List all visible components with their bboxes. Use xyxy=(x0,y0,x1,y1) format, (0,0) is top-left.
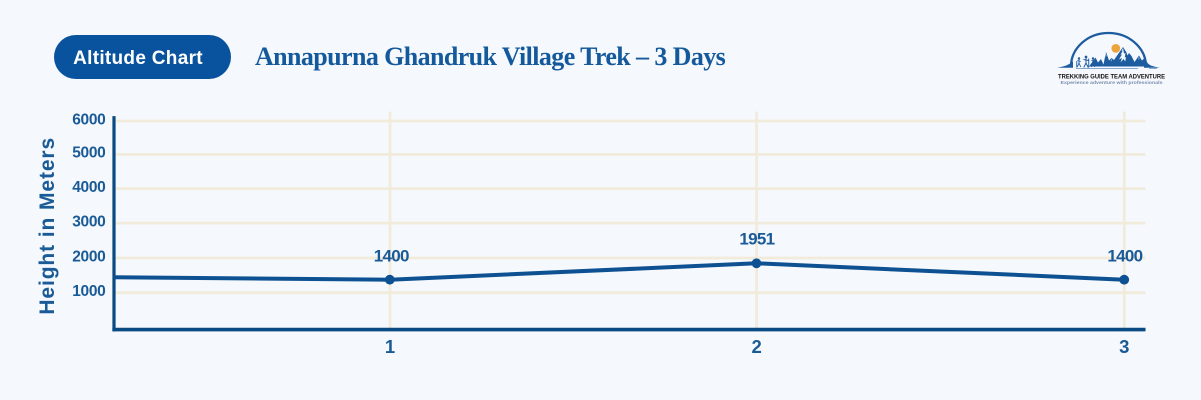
svg-text:1951: 1951 xyxy=(739,230,774,249)
svg-text:Height in Meters: Height in Meters xyxy=(36,137,59,315)
svg-text:1400: 1400 xyxy=(374,247,409,266)
svg-text:Experience adventure with prof: Experience adventure with professionals xyxy=(1061,80,1164,85)
svg-text:6000: 6000 xyxy=(72,111,105,128)
svg-text:1400: 1400 xyxy=(1107,246,1142,265)
svg-text:1: 1 xyxy=(385,336,395,357)
svg-text:3000: 3000 xyxy=(72,213,105,230)
svg-text:2: 2 xyxy=(751,336,761,357)
svg-text:2000: 2000 xyxy=(72,248,105,265)
svg-text:3: 3 xyxy=(1119,336,1129,357)
svg-text:1000: 1000 xyxy=(72,283,105,300)
svg-text:TREKKING GUIDE TEAM ADVENTURE: TREKKING GUIDE TEAM ADVENTURE xyxy=(1058,74,1166,81)
svg-text:5000: 5000 xyxy=(72,145,105,162)
svg-text:4000: 4000 xyxy=(72,179,105,196)
